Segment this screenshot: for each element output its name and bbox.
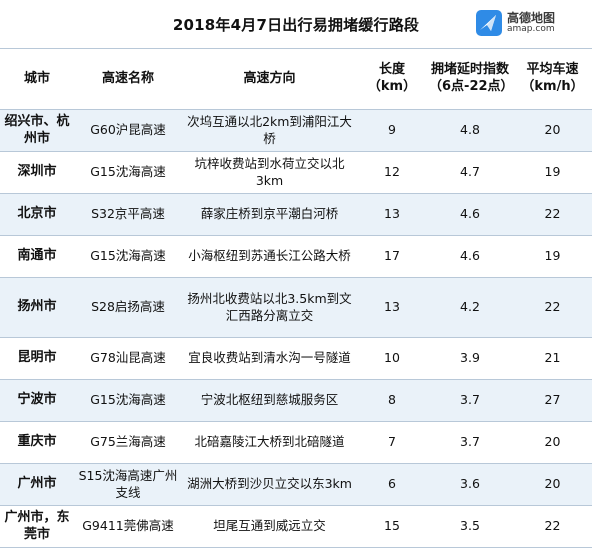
cell-highway: G15沈海高速	[74, 379, 182, 422]
cell-city: 南通市	[0, 235, 74, 278]
table-row: 北京市 S32京平高速 薛家庄桥到京平潮白河桥 13 4.6 22	[0, 193, 592, 236]
cell-delay: 3.9	[427, 337, 513, 380]
cell-speed: 21	[513, 337, 592, 380]
cell-city: 广州市	[0, 463, 74, 506]
cell-city: 昆明市	[0, 337, 74, 380]
table-row: 宁波市 G15沈海高速 宁波北枢纽到慈城服务区 8 3.7 27	[0, 379, 592, 422]
header-highway: 高速名称	[74, 48, 182, 110]
table-row: 重庆市 G75兰海高速 北碚嘉陵江大桥到北碚隧道 7 3.7 20	[0, 421, 592, 464]
cell-delay: 4.6	[427, 193, 513, 236]
header-city: 城市	[0, 48, 74, 110]
cell-direction: 宁波北枢纽到慈城服务区	[182, 379, 357, 422]
cell-length: 8	[357, 379, 427, 422]
table-row: 扬州市 S28启扬高速 扬州北收费站以北3.5km到文汇西路分离立交 13 4.…	[0, 277, 592, 338]
cell-delay: 4.7	[427, 151, 513, 194]
cell-highway: S28启扬高速	[74, 277, 182, 338]
cell-direction: 薛家庄桥到京平潮白河桥	[182, 193, 357, 236]
cell-city: 北京市	[0, 193, 74, 236]
cell-direction: 宜良收费站到清水沟一号隧道	[182, 337, 357, 380]
header-direction: 高速方向	[182, 48, 357, 110]
amap-logo-icon	[476, 10, 502, 36]
cell-delay: 4.2	[427, 277, 513, 338]
cell-city: 宁波市	[0, 379, 74, 422]
cell-length: 13	[357, 277, 427, 338]
cell-delay: 3.5	[427, 505, 513, 548]
cell-speed: 22	[513, 277, 592, 338]
cell-length: 12	[357, 151, 427, 194]
cell-direction: 坦尾互通到威远立交	[182, 505, 357, 548]
cell-delay: 3.7	[427, 379, 513, 422]
cell-length: 6	[357, 463, 427, 506]
cell-length: 7	[357, 421, 427, 464]
table-row: 广州市 S15沈海高速广州支线 湖洲大桥到沙贝立交以东3km 6 3.6 20	[0, 463, 592, 506]
cell-speed: 20	[513, 109, 592, 152]
header-speed: 平均车速（km/h）	[513, 48, 592, 110]
cell-city: 深圳市	[0, 151, 74, 194]
table-row: 广州市，东莞市 G9411莞佛高速 坦尾互通到威远立交 15 3.5 22	[0, 505, 592, 548]
cell-highway: G15沈海高速	[74, 151, 182, 194]
cell-delay: 4.6	[427, 235, 513, 278]
cell-highway: S15沈海高速广州支线	[74, 463, 182, 506]
cell-city: 广州市，东莞市	[0, 505, 74, 548]
cell-length: 13	[357, 193, 427, 236]
amap-logo: 高德地图 amap.com	[476, 6, 586, 40]
header-length: 长度（km）	[357, 48, 427, 110]
cell-speed: 22	[513, 505, 592, 548]
cell-highway: G60沪昆高速	[74, 109, 182, 152]
table-row: 昆明市 G78汕昆高速 宜良收费站到清水沟一号隧道 10 3.9 21	[0, 337, 592, 380]
cell-direction: 次坞互通以北2km到浦阳江大桥	[182, 109, 357, 152]
cell-length: 17	[357, 235, 427, 278]
cell-speed: 27	[513, 379, 592, 422]
cell-city: 重庆市	[0, 421, 74, 464]
cell-delay: 4.8	[427, 109, 513, 152]
cell-city: 扬州市	[0, 277, 74, 338]
cell-direction: 北碚嘉陵江大桥到北碚隧道	[182, 421, 357, 464]
logo-name-cn: 高德地图	[507, 10, 556, 25]
header-delay: 拥堵延时指数（6点-22点）	[427, 48, 514, 110]
cell-highway: G9411莞佛高速	[74, 505, 182, 548]
logo-name-en: amap.com	[507, 23, 555, 34]
congestion-table: 城市 高速名称 高速方向 长度（km） 拥堵延时指数（6点-22点） 平均车速（…	[0, 48, 592, 548]
cell-speed: 20	[513, 421, 592, 464]
cell-length: 15	[357, 505, 427, 548]
cell-delay: 3.6	[427, 463, 513, 506]
table-row: 绍兴市、杭州市 G60沪昆高速 次坞互通以北2km到浦阳江大桥 9 4.8 20	[0, 109, 592, 152]
cell-city: 绍兴市、杭州市	[0, 109, 74, 152]
page-title: 2018年4月7日出行易拥堵缓行路段	[172, 15, 420, 34]
cell-speed: 22	[513, 193, 592, 236]
table-row: 深圳市 G15沈海高速 坑梓收费站到水荷立交以北3km 12 4.7 19	[0, 151, 592, 194]
cell-direction: 坑梓收费站到水荷立交以北3km	[182, 151, 357, 194]
cell-highway: G75兰海高速	[74, 421, 182, 464]
cell-direction: 小海枢纽到苏通长江公路大桥	[182, 235, 357, 278]
cell-direction: 扬州北收费站以北3.5km到文汇西路分离立交	[182, 277, 357, 338]
cell-direction: 湖洲大桥到沙贝立交以东3km	[182, 463, 357, 506]
table-header-row: 城市 高速名称 高速方向 长度（km） 拥堵延时指数（6点-22点） 平均车速（…	[0, 48, 592, 110]
cell-highway: S32京平高速	[74, 193, 182, 236]
cell-length: 10	[357, 337, 427, 380]
cell-delay: 3.7	[427, 421, 513, 464]
cell-speed: 19	[513, 235, 592, 278]
cell-speed: 20	[513, 463, 592, 506]
cell-highway: G15沈海高速	[74, 235, 182, 278]
cell-speed: 19	[513, 151, 592, 194]
cell-highway: G78汕昆高速	[74, 337, 182, 380]
table-row: 南通市 G15沈海高速 小海枢纽到苏通长江公路大桥 17 4.6 19	[0, 235, 592, 278]
cell-length: 9	[357, 109, 427, 152]
